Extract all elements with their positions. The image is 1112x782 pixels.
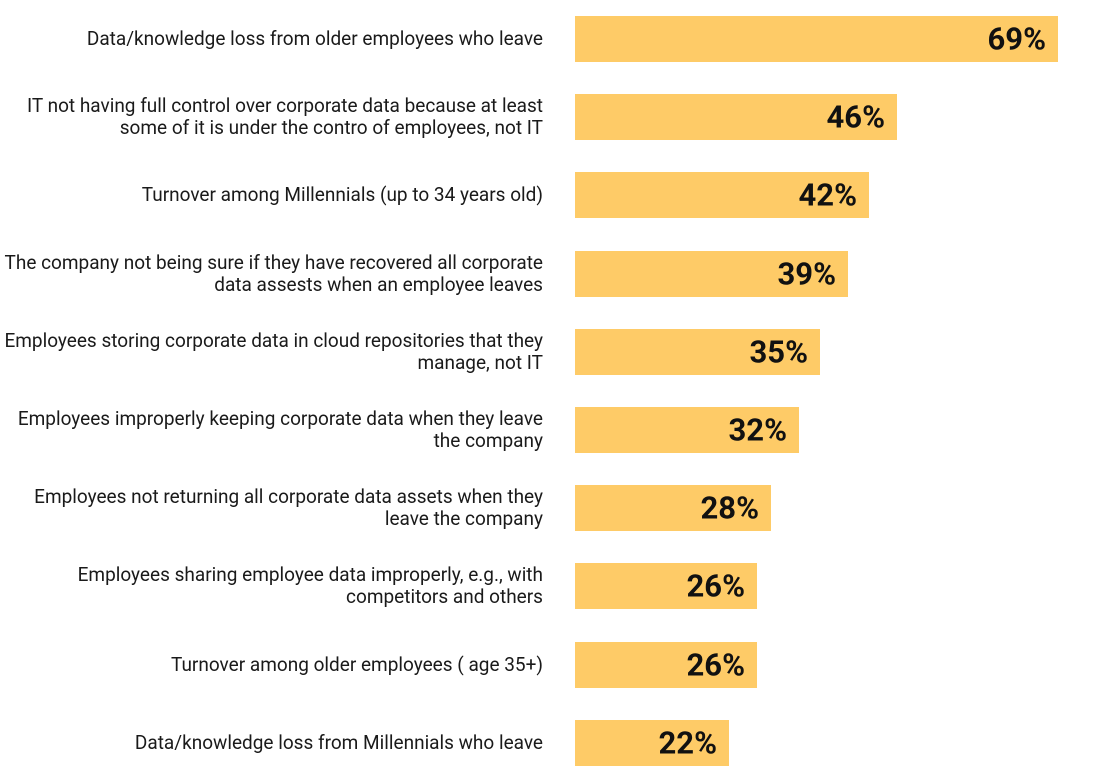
category-label: Employees improperly keeping corporate d… [17, 407, 543, 452]
bar: 46% [575, 94, 897, 141]
bar: 26% [575, 641, 757, 688]
bar: 39% [575, 250, 848, 297]
bar-row: Turnover among older employees ( age 35+… [0, 626, 1112, 704]
value-label: 35% [749, 333, 809, 371]
value-label: 26% [686, 567, 746, 605]
bar-row: IT not having full control over corporat… [0, 78, 1112, 156]
category-label: Employees storing corporate data in clou… [4, 328, 543, 374]
value-label: 32% [728, 411, 788, 449]
value-label: 26% [686, 646, 746, 684]
value-label: 42% [798, 176, 858, 214]
bar-row: Employees sharing employee data improper… [0, 547, 1112, 625]
category-label: Turnover among older employees ( age 35+… [171, 652, 543, 676]
bar: 32% [575, 407, 799, 453]
bar: 35% [575, 328, 820, 375]
bar-row: Employees storing corporate data in clou… [0, 313, 1112, 391]
bar-row: Data/knowledge loss from older employees… [0, 0, 1112, 78]
value-label: 69% [987, 20, 1047, 58]
value-label: 22% [658, 724, 718, 762]
category-label: Turnover among Millennials (up to 34 yea… [141, 183, 543, 207]
value-label: 46% [826, 98, 886, 136]
category-label: Data/knowledge loss from older employees… [86, 27, 543, 50]
category-label: Employees not returning all corporate da… [34, 485, 543, 531]
bar-row: Data/knowledge loss from Millennials who… [0, 704, 1112, 782]
bar-row: The company not being sure if they have … [0, 235, 1112, 313]
value-label: 39% [777, 255, 837, 293]
bar-row: Employees improperly keeping corporate d… [0, 391, 1112, 469]
bar: 22% [575, 719, 729, 766]
bar: 42% [575, 172, 869, 219]
bar-row: Employees not returning all corporate da… [0, 469, 1112, 547]
category-label: Data/knowledge loss from Millennials who… [134, 730, 543, 754]
category-label: IT not having full control over corporat… [27, 94, 543, 140]
category-label: The company not being sure if they have … [4, 250, 543, 296]
bar: 69% [575, 16, 1058, 62]
bar-row: Turnover among Millennials (up to 34 yea… [0, 156, 1112, 234]
bar: 28% [575, 485, 771, 532]
bar: 26% [575, 563, 757, 610]
value-label: 28% [700, 489, 760, 527]
category-label: Employees sharing employee data improper… [77, 563, 543, 609]
